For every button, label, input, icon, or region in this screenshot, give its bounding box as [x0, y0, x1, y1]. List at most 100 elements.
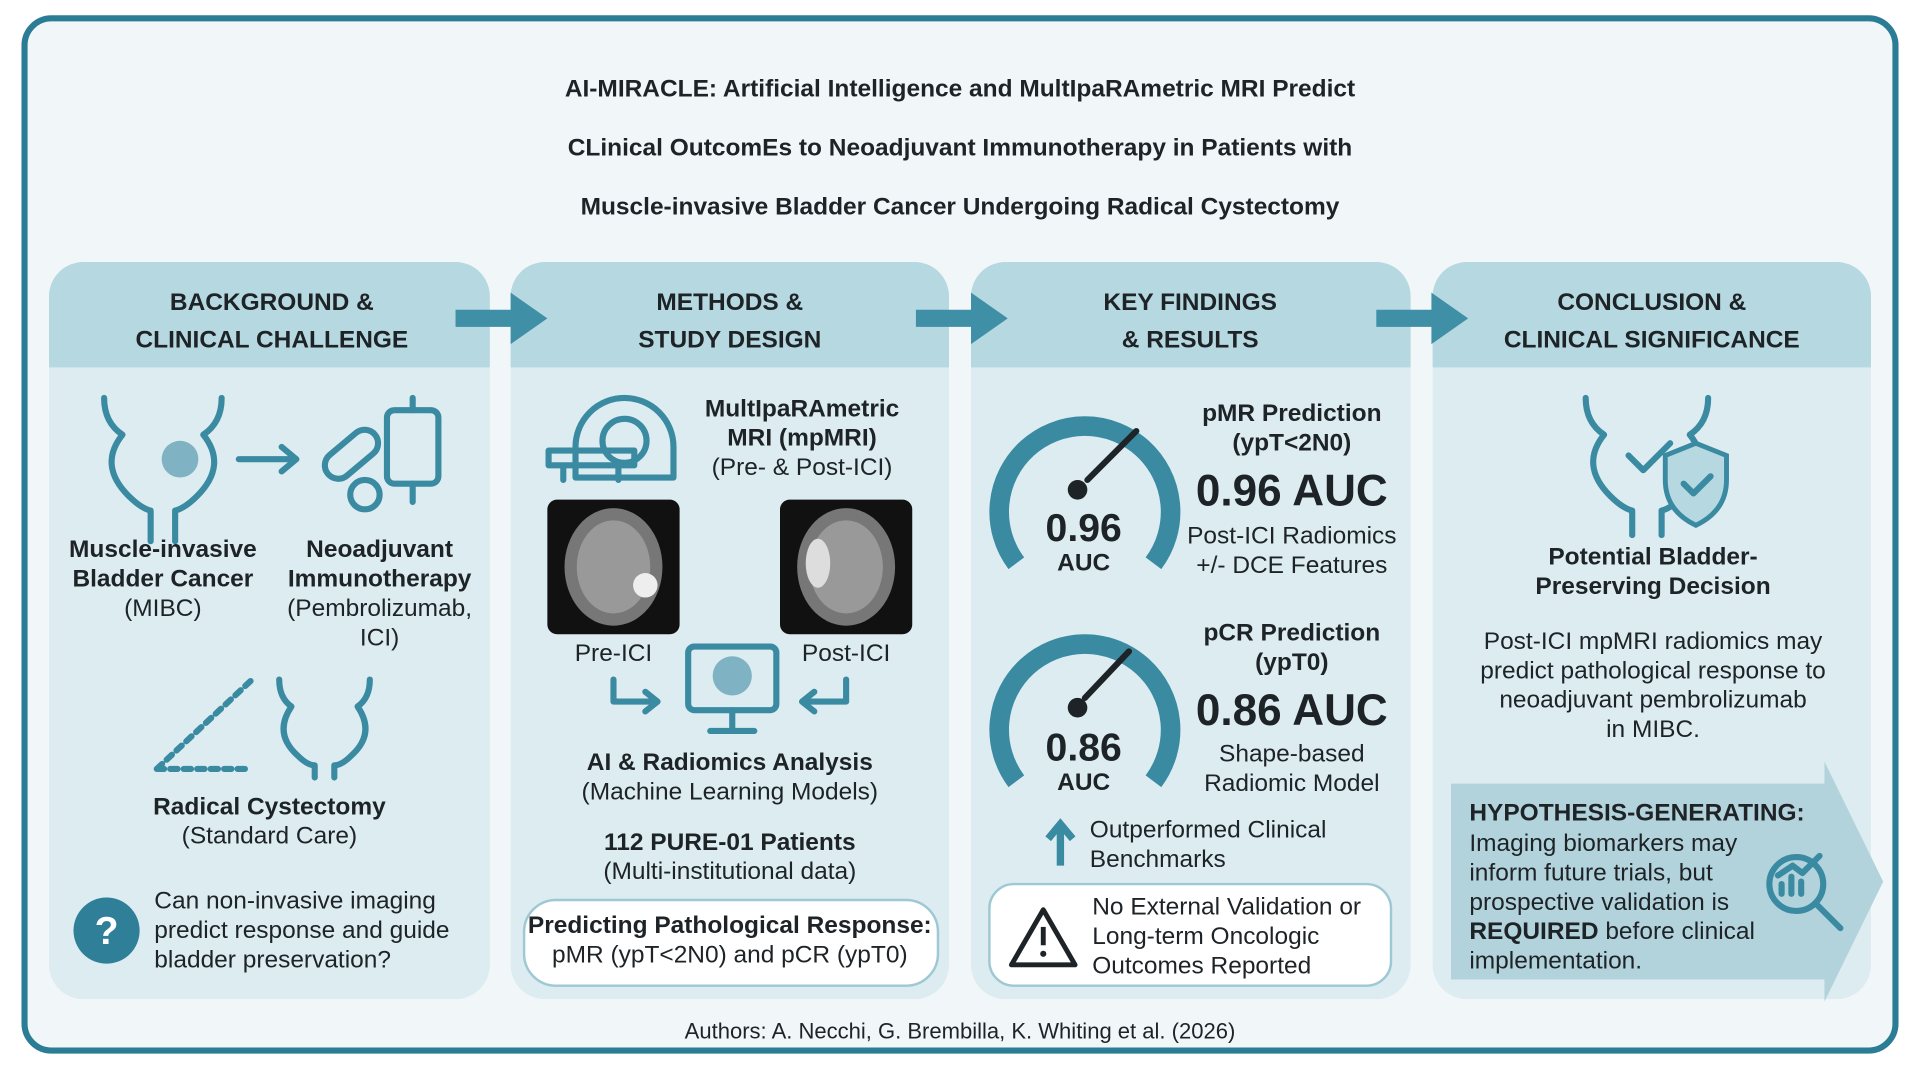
- text: implementation.: [1469, 948, 1642, 975]
- shape: [1084, 427, 1140, 484]
- footer: Authors: A. Necchi, G. Brembilla, K. Whi…: [685, 1018, 1236, 1043]
- shape: [49, 262, 490, 368]
- text: (Pre- & Post-ICI): [712, 454, 893, 481]
- text: Outperformed Clinical: [1090, 817, 1327, 844]
- text: MRI (mpMRI): [727, 425, 877, 452]
- shape: [915, 292, 1008, 345]
- text: 0.86 AUC: [1196, 686, 1388, 735]
- shape: [988, 882, 1393, 987]
- text: CLINICAL SIGNIFICANCE: [1504, 327, 1800, 354]
- shape: [1662, 440, 1729, 529]
- shape: [712, 656, 752, 696]
- panel-backgrounds: [49, 262, 1871, 1000]
- text: Benchmarks: [1090, 846, 1226, 873]
- text: Long-term Oncologic: [1092, 923, 1319, 950]
- text: (Multi-institutional data): [603, 858, 856, 885]
- text: BACKGROUND &: [170, 289, 374, 316]
- group: (MIBC) (Pembrolizumab,ICI) (Standard Car…: [124, 595, 472, 850]
- text: 0.86: [1046, 726, 1122, 769]
- shape: [576, 520, 651, 614]
- text: Can non-invasive imaging: [154, 888, 436, 915]
- text: STUDY DESIGN: [638, 327, 821, 354]
- text: 112 PURE-01 Patients: [604, 829, 856, 856]
- panel-2-icons: [522, 394, 940, 987]
- text: CONCLUSION &: [1557, 289, 1746, 316]
- shape: [101, 394, 225, 545]
- shape: [1625, 440, 1674, 474]
- shape: [1008, 907, 1078, 968]
- shape: [1766, 854, 1827, 915]
- shape: [1774, 852, 1844, 932]
- emphasis-line: REQUIRED before clinical: [1469, 918, 1755, 945]
- shape: [989, 634, 1181, 788]
- shape: [510, 262, 949, 368]
- title-line: CLinical OutcomEs to Neoadjuvant Immunot…: [568, 135, 1352, 162]
- group: (Pre- & Post-ICI) Pre-ICI Post-ICI (Machi…: [552, 454, 908, 968]
- panel-4-icons: [1451, 394, 1884, 1002]
- shape: [989, 416, 1181, 570]
- text: Shape-based: [1219, 741, 1365, 768]
- shape: [610, 676, 850, 715]
- shape: [510, 262, 949, 1000]
- text: Outcomes Reported: [1092, 952, 1311, 979]
- text: 0.96 AUC: [1196, 467, 1388, 516]
- text: Post-ICI mpMRI radiomics may: [1484, 628, 1823, 655]
- text: predict pathological response to: [1480, 657, 1826, 684]
- title-line: Muscle-invasive Bladder Cancer Undergoin…: [581, 193, 1340, 220]
- text: Immunotherapy: [288, 566, 472, 593]
- text: (ypT<2N0): [1232, 430, 1351, 457]
- text: pCR Prediction: [1203, 619, 1380, 646]
- text: Imaging biomarkers may: [1469, 830, 1738, 857]
- shape: [276, 676, 373, 781]
- text: inform future trials, but: [1469, 859, 1713, 886]
- shape: [971, 262, 1411, 368]
- shape: [809, 520, 883, 614]
- shape: [161, 440, 199, 478]
- shape: [522, 898, 940, 987]
- text: Muscle-invasive: [69, 536, 257, 563]
- group: 0.96 AUC pMR Prediction (ypT<2N0) 0.96 AU…: [1046, 400, 1388, 796]
- gauges: [988, 416, 1393, 987]
- text: HYPOTHESIS-GENERATING:: [1469, 799, 1804, 826]
- text: predict response and guide: [154, 917, 449, 944]
- text: Bladder Cancer: [72, 566, 253, 593]
- shape: [1376, 292, 1469, 345]
- text: +/- DCE Features: [1196, 552, 1387, 579]
- shape: [1680, 473, 1714, 497]
- text: pMR Prediction: [1202, 400, 1381, 427]
- text: MultIpaRAmetric: [705, 395, 899, 422]
- shape: [633, 573, 658, 598]
- text: (MIBC): [124, 595, 201, 622]
- text: Pre-ICI: [575, 640, 653, 667]
- text: 0.96: [1046, 507, 1122, 550]
- shape: [153, 674, 258, 773]
- text: Preserving Decision: [1535, 573, 1770, 600]
- text: (Standard Care): [182, 823, 357, 850]
- shape: [321, 426, 382, 482]
- title: AI-MIRACLE: Artificial Intelligence and …: [565, 76, 1355, 221]
- text: (ypT0): [1255, 649, 1328, 676]
- text: (Machine Learning Models): [582, 779, 879, 806]
- text: before clinical: [1599, 918, 1755, 945]
- text: REQUIRED: [1469, 918, 1598, 945]
- text: pMR (ypT<2N0) and pCR (ypT0): [552, 941, 908, 968]
- question-icon: [73, 897, 140, 964]
- shape: [1045, 818, 1076, 866]
- shape: [572, 394, 677, 481]
- group: Potential Bladder- Preserving Decision: [1535, 543, 1770, 599]
- text: AUC: [1057, 769, 1110, 796]
- group: MultIpaRAmetric MRI (mpMRI) AI & Radiomic…: [528, 395, 932, 939]
- question: Can non-invasive imaging predict respons…: [154, 888, 449, 974]
- text: bladder preservation?: [154, 946, 391, 973]
- text: Post-ICI: [802, 640, 890, 667]
- shape: [455, 292, 548, 345]
- text: Potential Bladder-: [1548, 543, 1757, 570]
- panel-1-icons: [101, 394, 442, 781]
- text: KEY FINDINGS: [1103, 289, 1277, 316]
- group: Muscle-invasive Bladder Cancer Neoadjuvan…: [69, 536, 472, 820]
- shape: [1451, 761, 1884, 1002]
- text: Neoadjuvant: [306, 536, 453, 563]
- shape: [1067, 479, 1088, 500]
- shape: [1067, 697, 1088, 718]
- shape: [1040, 950, 1047, 957]
